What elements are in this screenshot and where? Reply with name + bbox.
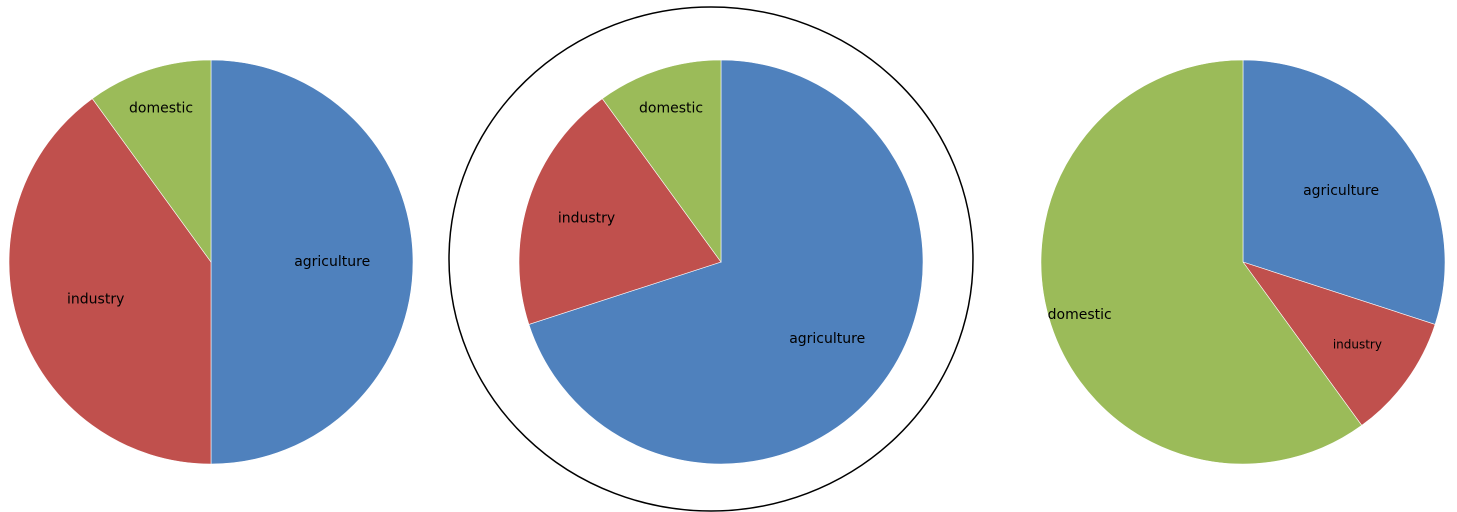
highlight-circle (448, 6, 974, 512)
pie-chart-1: agriculture industry domestic (8, 59, 414, 465)
pie-slice-agriculture (528, 59, 924, 465)
slice-label-domestic: domestic (639, 100, 703, 116)
slice-label-industry: industry (558, 210, 615, 226)
slice-label-industry: industry (1333, 338, 1382, 352)
slice-label-domestic: domestic (1048, 307, 1112, 323)
pie-slice-industry (518, 98, 722, 325)
slice-label-industry: industry (67, 292, 124, 308)
slice-label-domestic: domestic (129, 100, 193, 116)
pie-slice-industry (1242, 261, 1436, 426)
pie-slice-industry (8, 98, 212, 465)
pie-slice-domestic (601, 59, 722, 263)
pie-slice-agriculture (210, 59, 414, 465)
slice-label-agriculture: agriculture (1303, 183, 1379, 199)
slice-label-agriculture: agriculture (294, 254, 370, 270)
pie-slice-agriculture (1242, 59, 1446, 325)
slice-label-agriculture: agriculture (789, 331, 865, 347)
pie-slice-domestic (1040, 59, 1363, 465)
pie-chart-2: agriculture industry domestic (448, 6, 974, 512)
pie-chart-3: agriculture industry domestic (1040, 59, 1446, 465)
pie-slice-domestic (91, 59, 212, 263)
